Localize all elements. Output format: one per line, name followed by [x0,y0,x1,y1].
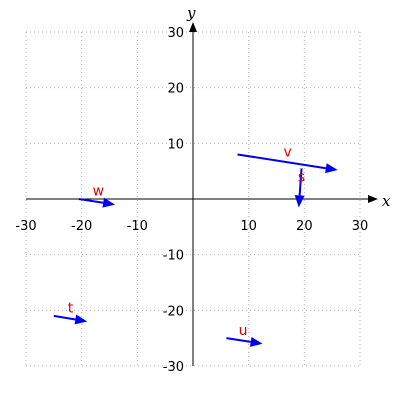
x-axis-label: x [382,192,391,210]
vector-t-shaft [53,314,76,321]
vector-u-label: u [239,323,248,339]
vector-v-shaft [237,153,327,170]
vector-s: s [294,168,305,208]
x-tick-label: 30 [352,219,369,234]
vector-w-shaft [78,198,104,204]
y-tick-label: 10 [167,137,184,152]
vector-t-label: t [68,301,74,317]
vector-u-arrowhead [249,336,263,347]
vector-t-arrowhead [74,314,88,325]
x-tick-label: 20 [296,219,313,234]
vector-v-label: v [283,145,291,161]
vector-u-shaft [226,337,251,343]
vector-v-arrowhead [325,163,338,174]
x-tick-label: 10 [240,219,257,234]
y-tick-label: -10 [163,249,184,264]
vector-w-arrowhead [102,197,116,208]
y-axis-label: y [186,4,196,22]
y-tick-label: 30 [167,26,184,41]
x-tick-label: -10 [127,219,148,234]
x-tick-label: -20 [71,219,92,234]
vector-s-shaft [298,168,303,196]
axes: x y [26,4,391,366]
vector-w: w [78,184,116,208]
y-tick-label: 20 [167,82,184,97]
vector-s-label: s [298,170,305,186]
vectors: vs w t u [53,145,338,347]
vector-u: u [226,323,263,347]
vector-t: t [53,301,88,325]
vector-v: v [237,145,338,174]
y-tick-label: -30 [163,360,184,375]
tick-labels: -30 -20 -10 10 20 30 -30 -20 -10 10 20 30 [15,26,368,375]
y-tick-label: -20 [163,304,184,319]
vector-w-label: w [93,184,104,200]
y-axis-arrowhead [189,22,197,32]
vector-s-arrowhead [294,195,305,208]
x-tick-label: -30 [15,219,36,234]
x-axis-arrowhead [368,195,378,203]
